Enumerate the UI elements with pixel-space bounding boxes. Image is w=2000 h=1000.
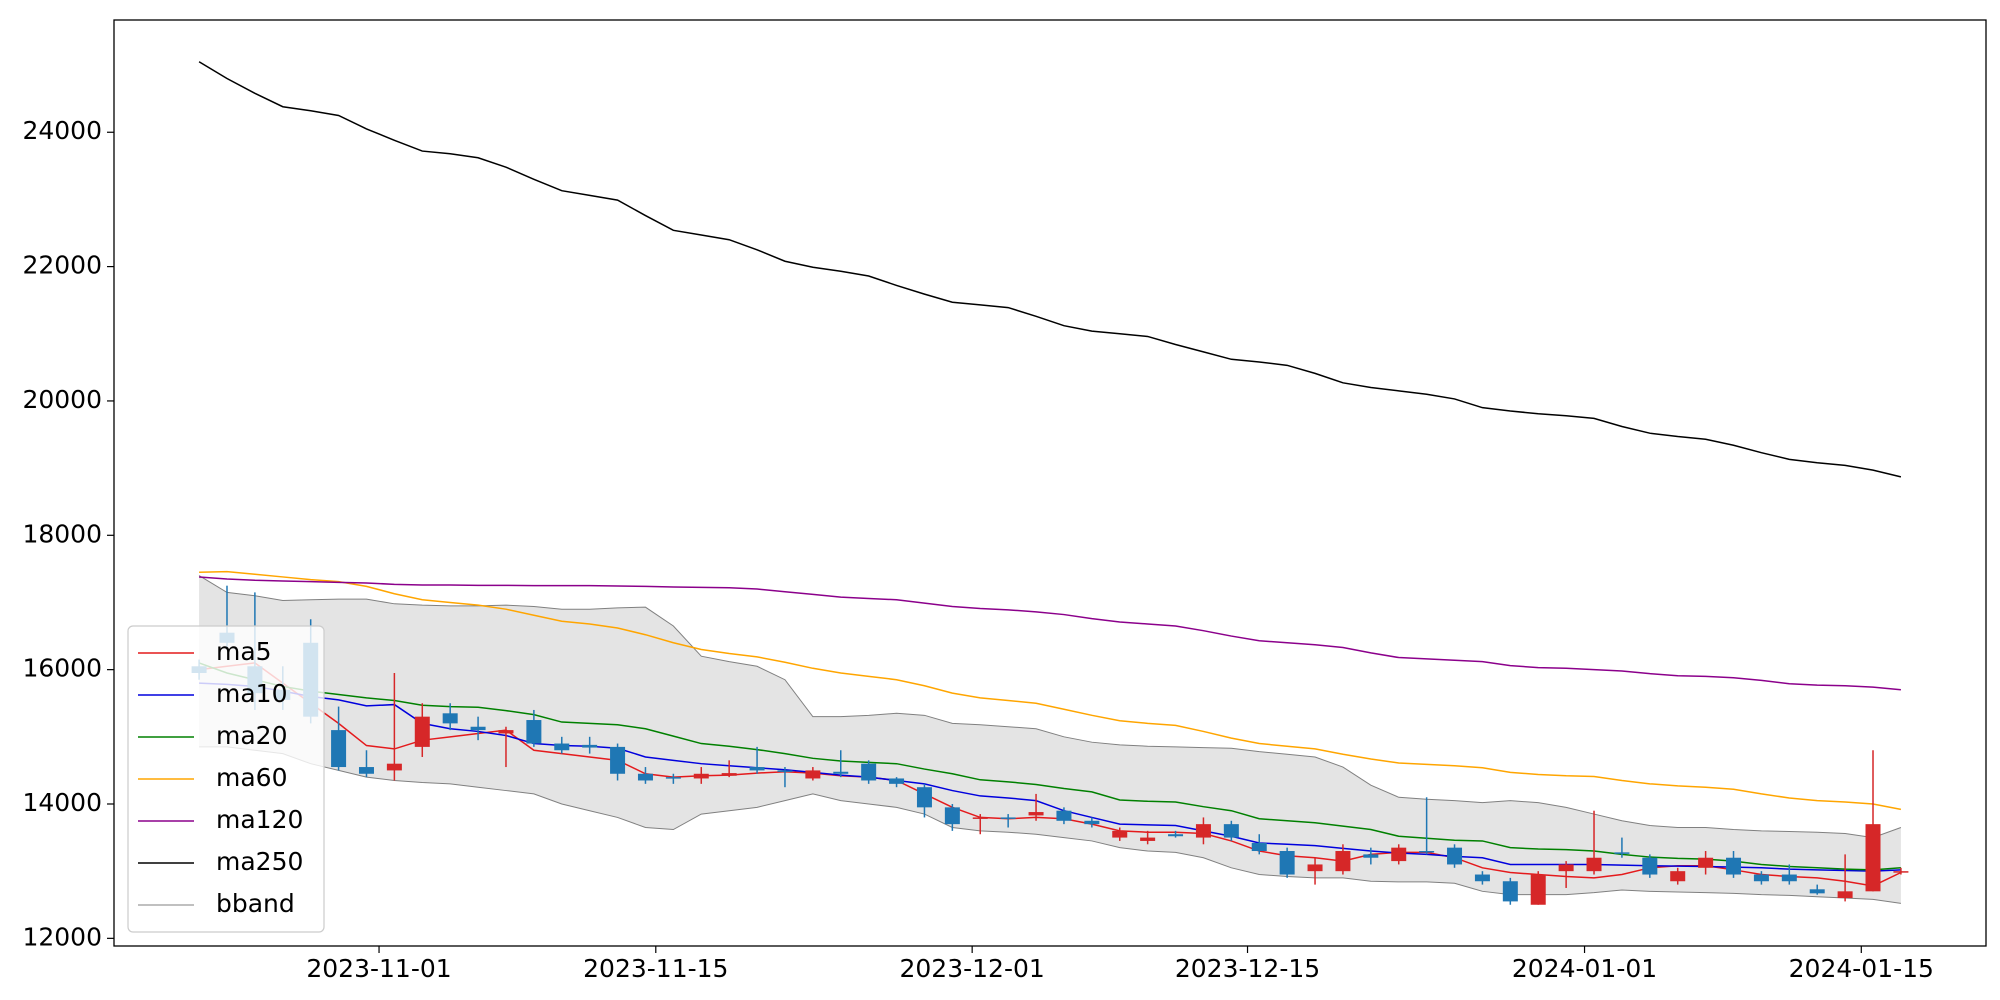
ma-line bbox=[199, 662, 1902, 887]
candle-body bbox=[833, 771, 849, 774]
y-tick-label: 22000 bbox=[22, 251, 102, 280]
legend-label: ma60 bbox=[216, 763, 287, 792]
y-tick-label: 16000 bbox=[22, 654, 102, 683]
candle-body bbox=[1670, 871, 1686, 882]
candle-body bbox=[1530, 874, 1546, 905]
candle-body bbox=[1112, 830, 1128, 838]
candle-body bbox=[526, 720, 542, 744]
legend: ma5 ma10 ma20 ma60 ma120 ma250 bband bbox=[127, 625, 325, 933]
candle-body bbox=[861, 763, 877, 781]
candle-body bbox=[1195, 824, 1211, 838]
candle-body bbox=[1307, 864, 1323, 872]
candle-body bbox=[1363, 854, 1379, 858]
y-tick-label: 14000 bbox=[22, 788, 102, 817]
candle-body bbox=[1726, 857, 1742, 875]
candle-body bbox=[1000, 817, 1016, 819]
candle-body bbox=[1502, 881, 1518, 902]
legend-label: ma10 bbox=[216, 679, 287, 708]
legend-label: ma120 bbox=[216, 805, 303, 834]
candle-body bbox=[1474, 874, 1490, 882]
candle-body bbox=[749, 767, 765, 771]
x-tick-label: 2023-12-01 bbox=[900, 954, 1045, 983]
candle-body bbox=[1168, 834, 1184, 837]
plot-area bbox=[191, 61, 1909, 905]
y-tick-label: 12000 bbox=[22, 922, 102, 951]
x-tick-label: 2024-01-15 bbox=[1789, 954, 1934, 983]
candle-body bbox=[582, 744, 598, 748]
legend-label: ma20 bbox=[216, 721, 287, 750]
candle-body bbox=[1223, 824, 1239, 838]
legend-box bbox=[127, 625, 325, 933]
candle-body bbox=[1558, 864, 1574, 872]
candle-body bbox=[1837, 891, 1853, 899]
candle-body bbox=[721, 773, 737, 776]
candle-body bbox=[944, 807, 960, 825]
candle-body bbox=[1056, 810, 1072, 821]
x-tick-label: 2023-12-15 bbox=[1175, 954, 1320, 983]
band-area bbox=[199, 575, 1901, 904]
candle-body bbox=[1586, 857, 1602, 872]
ma-line bbox=[199, 570, 1902, 811]
x-tick-label: 2023-11-01 bbox=[306, 954, 451, 983]
candle-body bbox=[637, 773, 653, 781]
candle-body bbox=[777, 770, 793, 772]
candle-body bbox=[1028, 812, 1044, 816]
candle-body bbox=[442, 713, 458, 724]
candle-body bbox=[972, 817, 988, 819]
candle-body bbox=[1447, 847, 1463, 865]
y-tick-label: 18000 bbox=[22, 519, 102, 548]
candle-body bbox=[331, 730, 347, 768]
candle-body bbox=[805, 770, 821, 779]
candle-body bbox=[1251, 842, 1267, 852]
candle-body bbox=[610, 746, 626, 774]
candle-body bbox=[1893, 871, 1909, 873]
y-tick-label: 24000 bbox=[22, 116, 102, 145]
candle-body bbox=[1614, 852, 1630, 854]
axes-frame bbox=[113, 19, 1987, 947]
x-tick-label: 2023-11-15 bbox=[583, 954, 728, 983]
candle-body bbox=[1781, 874, 1797, 882]
legend-label: bband bbox=[216, 889, 295, 918]
candle-body bbox=[554, 743, 570, 751]
candle-body bbox=[1809, 889, 1825, 894]
candle-body bbox=[1084, 820, 1100, 825]
legend-label: ma5 bbox=[216, 637, 272, 666]
x-tick-label: 2024-01-01 bbox=[1512, 954, 1657, 983]
ma-line bbox=[199, 682, 1901, 872]
candle-body bbox=[916, 787, 932, 808]
candle-body bbox=[1753, 874, 1769, 882]
candle-body bbox=[1865, 824, 1881, 892]
candle-body bbox=[470, 726, 486, 731]
candle-body bbox=[693, 773, 709, 779]
ma-line bbox=[198, 61, 1902, 478]
candle-body bbox=[414, 716, 430, 747]
candle-body bbox=[1698, 857, 1714, 868]
candle-body bbox=[1140, 837, 1156, 841]
y-tick-label: 20000 bbox=[22, 385, 102, 414]
band-lower bbox=[199, 746, 1901, 904]
ma-line bbox=[199, 576, 1901, 691]
candle-body bbox=[358, 767, 374, 774]
candle-body bbox=[1335, 851, 1351, 872]
legend-label: ma250 bbox=[216, 847, 303, 876]
candle-body bbox=[498, 730, 514, 734]
candle-body bbox=[1279, 851, 1295, 875]
candle-body bbox=[665, 777, 681, 779]
candle-body bbox=[1419, 851, 1435, 853]
candle-body bbox=[1391, 847, 1407, 862]
candle-body bbox=[1642, 857, 1658, 875]
candle-body bbox=[386, 763, 402, 771]
candle-body bbox=[889, 778, 905, 784]
